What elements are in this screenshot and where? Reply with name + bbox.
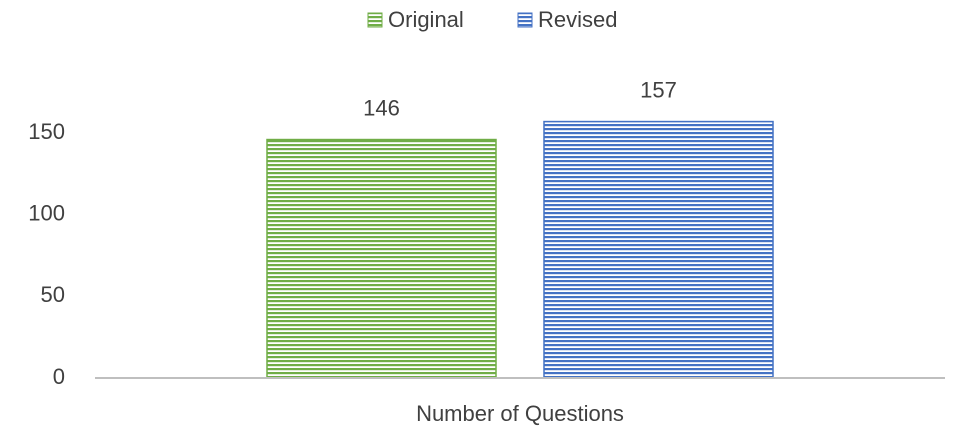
legend-label: Revised (538, 7, 617, 32)
data-label: 146 (363, 95, 400, 120)
y-tick-label: 100 (28, 200, 65, 225)
y-tick-label: 0 (53, 364, 65, 389)
data-label: 157 (640, 77, 677, 102)
bar (266, 138, 497, 379)
x-tick-label: Number of Questions (416, 401, 624, 426)
legend-label: Original (388, 7, 464, 32)
legend-swatch (367, 12, 383, 28)
y-tick-label: 50 (41, 282, 65, 307)
y-tick-label: 150 (28, 119, 65, 144)
bar (543, 120, 774, 379)
legend-swatch (517, 12, 533, 28)
